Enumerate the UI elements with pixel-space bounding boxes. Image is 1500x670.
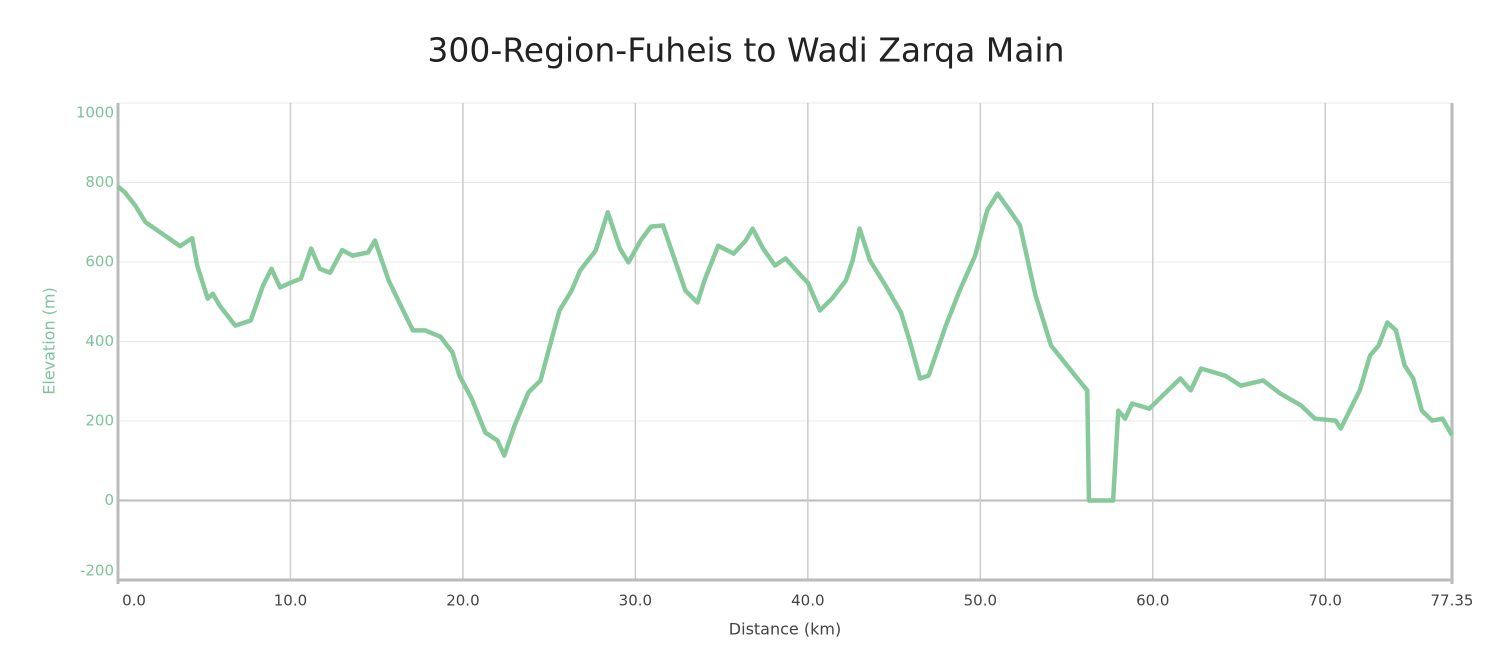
y-tick-label: -200 [80, 562, 114, 580]
x-tick-label: 77.35 [1431, 592, 1474, 610]
y-tick-label: 200 [85, 412, 114, 430]
x-tick-label: 20.0 [446, 592, 479, 610]
x-axis-label: Distance (km) [729, 620, 841, 639]
chart-title: 300-Region-Fuheis to Wadi Zarqa Main [427, 31, 1064, 70]
x-tick-label: 70.0 [1309, 592, 1342, 610]
x-tick-label: 0.0 [122, 592, 146, 610]
x-tick-label: 40.0 [791, 592, 824, 610]
y-tick-label: 400 [85, 332, 114, 350]
x-tick-label: 10.0 [274, 592, 307, 610]
y-tick-label: 800 [85, 173, 114, 191]
elevation-line [116, 184, 1454, 503]
y-axis-label: Elevation (m) [40, 287, 59, 394]
x-tick-label: 50.0 [964, 592, 997, 610]
y-tick-label: 600 [85, 253, 114, 271]
y-tick-label: 1000 [76, 104, 114, 122]
y-tick-label: 0 [104, 491, 114, 509]
x-tick-label: 30.0 [619, 592, 652, 610]
x-tick-label: 60.0 [1136, 592, 1169, 610]
